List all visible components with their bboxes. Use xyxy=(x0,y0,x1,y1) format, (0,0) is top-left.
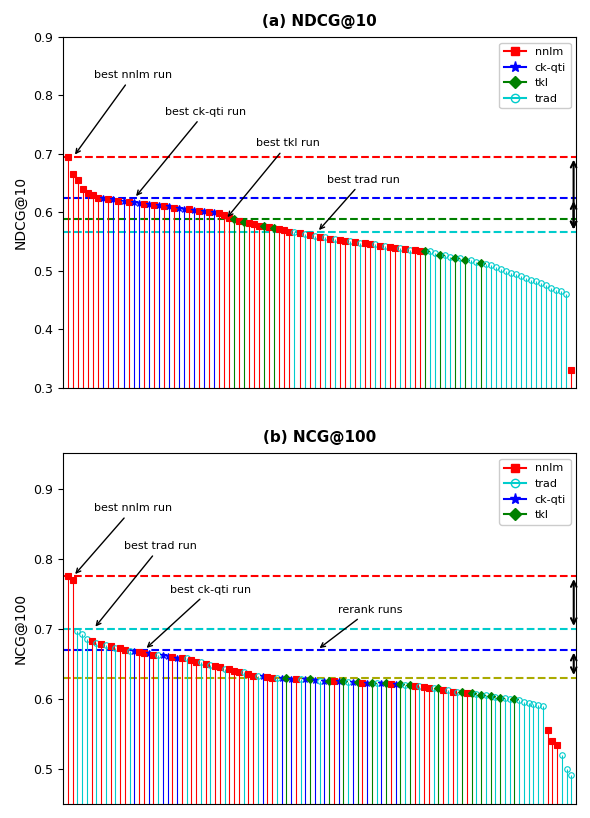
Text: best trad run: best trad run xyxy=(320,174,400,229)
Text: rerank runs: rerank runs xyxy=(321,605,402,647)
Legend: nnlm, ck-qti, tkl, trad: nnlm, ck-qti, tkl, trad xyxy=(499,43,571,108)
Y-axis label: NCG@100: NCG@100 xyxy=(14,593,28,664)
Text: best ck-qti run: best ck-qti run xyxy=(137,107,246,195)
Y-axis label: NDCG@10: NDCG@10 xyxy=(14,176,28,249)
Text: best ck-qti run: best ck-qti run xyxy=(148,585,251,647)
Title: (a) NDCG@10: (a) NDCG@10 xyxy=(263,14,377,29)
Text: best nnlm run: best nnlm run xyxy=(76,503,172,573)
Legend: nnlm, trad, ck-qti, tkl: nnlm, trad, ck-qti, tkl xyxy=(499,459,571,524)
Text: best tkl run: best tkl run xyxy=(228,138,320,216)
Title: (b) NCG@100: (b) NCG@100 xyxy=(263,430,376,445)
Text: best nnlm run: best nnlm run xyxy=(76,70,172,153)
Text: best trad run: best trad run xyxy=(96,541,197,626)
